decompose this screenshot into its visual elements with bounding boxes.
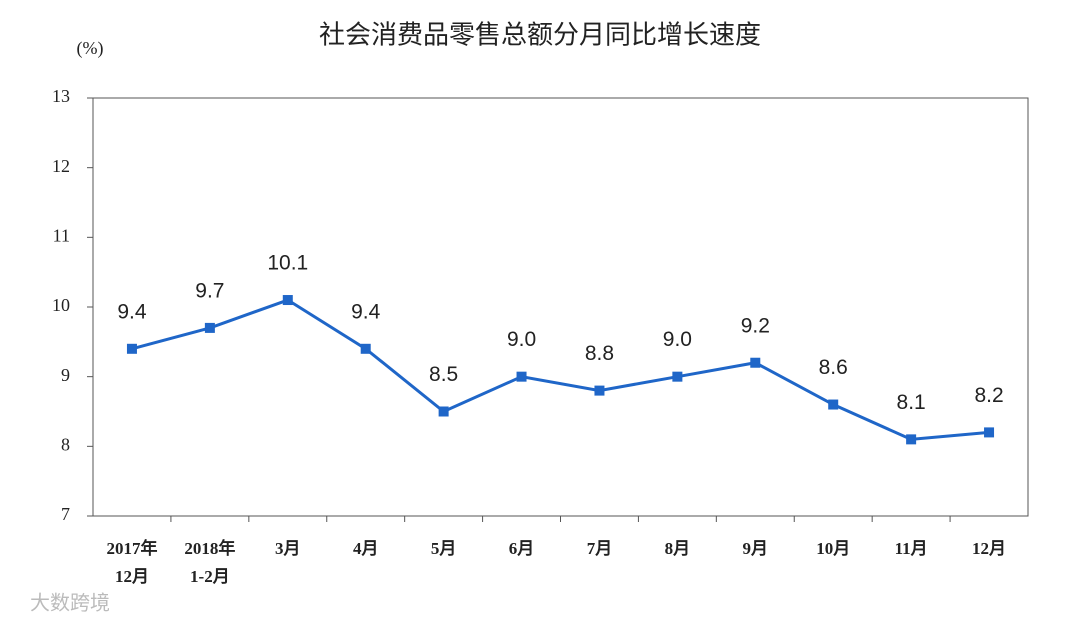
x-tick-label: 12月: [972, 539, 1006, 558]
x-tick-label: 8月: [665, 539, 691, 558]
marker: [750, 357, 761, 368]
x-tick-label: 2018年 1-2月: [184, 538, 235, 586]
data-label: 10.1: [267, 252, 308, 275]
marker: [204, 322, 215, 333]
data-label: 8.8: [585, 342, 614, 365]
data-label: 8.6: [819, 356, 848, 379]
marker: [438, 406, 449, 417]
marker: [672, 371, 683, 382]
x-tick-label: 10月: [816, 539, 850, 558]
x-tick-label: 7月: [587, 539, 613, 558]
x-tick-label: 4月: [353, 539, 379, 558]
marker: [360, 343, 371, 354]
y-tick-label: 9: [61, 365, 70, 385]
data-label: 8.1: [897, 391, 926, 414]
y-tick-label: 12: [52, 156, 70, 176]
y-tick-label: 8: [61, 434, 70, 454]
y-tick-label: 13: [52, 86, 70, 106]
x-tick-label: 3月: [275, 539, 301, 558]
data-label: 9.0: [507, 328, 536, 351]
data-label: 9.2: [741, 314, 770, 337]
data-label: 9.0: [663, 328, 692, 351]
x-tick-label: 2017年 12月: [106, 538, 157, 586]
x-tick-label: 6月: [509, 539, 535, 558]
marker: [126, 343, 137, 354]
y-tick-label: 7: [61, 504, 70, 524]
y-tick-label: 11: [53, 225, 70, 245]
y-tick-label: 10: [52, 295, 70, 315]
marker: [594, 385, 605, 396]
plot-frame: [92, 97, 1029, 517]
y-axis-label: (%): [77, 38, 104, 59]
data-label: 8.5: [429, 363, 458, 386]
x-tick-label: 5月: [431, 539, 457, 558]
data-label: 8.2: [974, 384, 1003, 407]
data-label: 9.4: [117, 300, 147, 323]
marker: [516, 371, 527, 382]
chart-title: 社会消费品零售总额分月同比增长速度: [319, 21, 761, 51]
data-label: 9.4: [351, 300, 381, 323]
marker: [906, 434, 917, 445]
x-tick-label: 11月: [895, 539, 928, 558]
watermark: 大数跨境: [30, 591, 110, 615]
marker: [282, 295, 293, 306]
marker: [828, 399, 839, 410]
line: [131, 298, 990, 441]
marker: [984, 427, 995, 438]
data-label: 9.7: [195, 279, 224, 302]
x-tick-label: 9月: [743, 539, 769, 558]
